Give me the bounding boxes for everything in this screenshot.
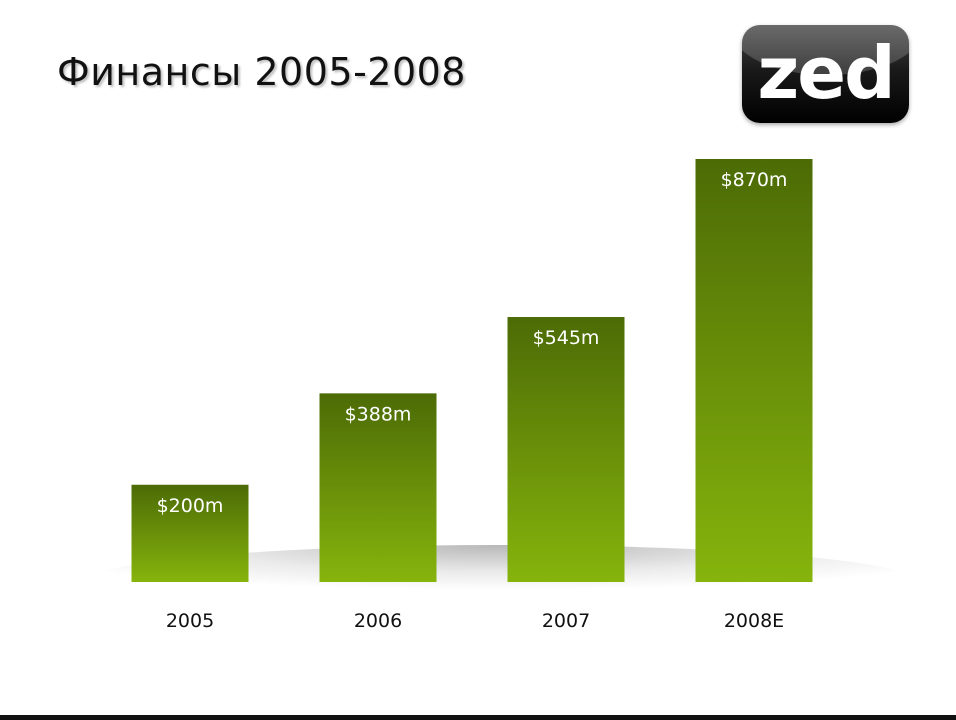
footer-line (0, 715, 956, 720)
bar-2006 (319, 393, 437, 582)
slide-title: Финансы 2005-2008 (57, 50, 466, 94)
bar-value-label: $200m (157, 495, 224, 517)
bar-2005 (131, 484, 249, 582)
bar-value-label: $870m (721, 169, 788, 191)
bar-value-label: $545m (533, 327, 600, 349)
bar-2008E (695, 159, 813, 582)
zed-logo: zed (742, 25, 909, 123)
x-tick-label: 2005 (166, 610, 214, 632)
x-tick-label: 2006 (354, 610, 402, 632)
x-tick-label: 2008E (724, 610, 784, 632)
logo-text: zed (757, 31, 895, 115)
bar-value-label: $388m (345, 403, 412, 425)
x-tick-label: 2007 (542, 610, 590, 632)
bar-2007 (507, 317, 625, 582)
